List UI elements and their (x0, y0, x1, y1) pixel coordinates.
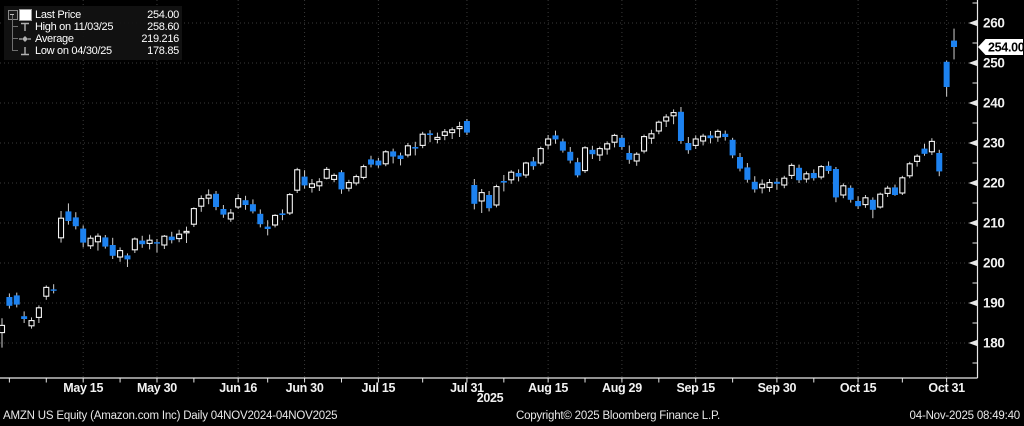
svg-text:190: 190 (983, 296, 1005, 311)
svg-text:Oct 15: Oct 15 (840, 381, 877, 395)
svg-text:180: 180 (983, 336, 1005, 351)
legend-value: 254.00 (147, 8, 179, 21)
svg-text:Jul 31: Jul 31 (450, 381, 484, 395)
security-description: AMZN US Equity (Amazon.com Inc) Daily 04… (3, 410, 338, 422)
svg-text:Sep 15: Sep 15 (676, 381, 715, 395)
svg-text:240: 240 (983, 96, 1005, 111)
legend-item-low[interactable]: Low on 04/30/25 178.85 (7, 39, 179, 57)
high-marker-icon (19, 21, 33, 33)
legend-item-high[interactable]: High on 11/03/25 258.60 (7, 15, 179, 33)
legend-item-last-price[interactable]: Last Price 254.00 (7, 8, 179, 22)
svg-text:Aug 15: Aug 15 (528, 381, 568, 395)
legend-label: Last Price (35, 8, 81, 21)
svg-text:May 15: May 15 (63, 381, 103, 395)
svg-text:Jul 15: Jul 15 (362, 381, 396, 395)
legend-value: 258.60 (147, 20, 179, 33)
svg-text:Sep 30: Sep 30 (758, 381, 797, 395)
average-marker-icon (19, 33, 33, 45)
svg-text:May 30: May 30 (137, 381, 177, 395)
svg-text:Oct 31: Oct 31 (928, 381, 965, 395)
timestamp: 04-Nov-2025 08:49:40 (909, 410, 1021, 422)
last-price-swatch-icon (19, 8, 33, 21)
legend-value: 219.216 (141, 32, 179, 45)
svg-text:230: 230 (983, 136, 1005, 151)
svg-text:254.00: 254.00 (988, 41, 1024, 55)
svg-text:260: 260 (983, 16, 1005, 31)
svg-text:250: 250 (983, 56, 1005, 71)
copyright-notice: Copyright© 2025 Bloomberg Finance L.P. (516, 410, 720, 422)
legend-collapse-icon[interactable] (8, 10, 18, 20)
legend-value: 178.85 (147, 44, 179, 57)
chart-legend: Last Price 254.00 High on 11/03/25 258.6… (4, 6, 182, 60)
legend-label: High on 11/03/25 (35, 20, 114, 33)
legend-label: Average (35, 32, 74, 45)
x-axis-year-label: 2025 (476, 391, 504, 405)
svg-text:200: 200 (983, 256, 1005, 271)
svg-text:220: 220 (983, 176, 1005, 191)
legend-item-average[interactable]: Average 219.216 (7, 27, 179, 45)
svg-text:Jun 30: Jun 30 (286, 381, 324, 395)
svg-text:210: 210 (983, 216, 1005, 231)
svg-text:Aug 29: Aug 29 (602, 381, 642, 395)
svg-text:Jun 16: Jun 16 (219, 381, 257, 395)
legend-label: Low on 04/30/25 (35, 44, 112, 57)
low-marker-icon (19, 45, 33, 57)
footer-bar: AMZN US Equity (Amazon.com Inc) Daily 04… (0, 407, 1024, 426)
